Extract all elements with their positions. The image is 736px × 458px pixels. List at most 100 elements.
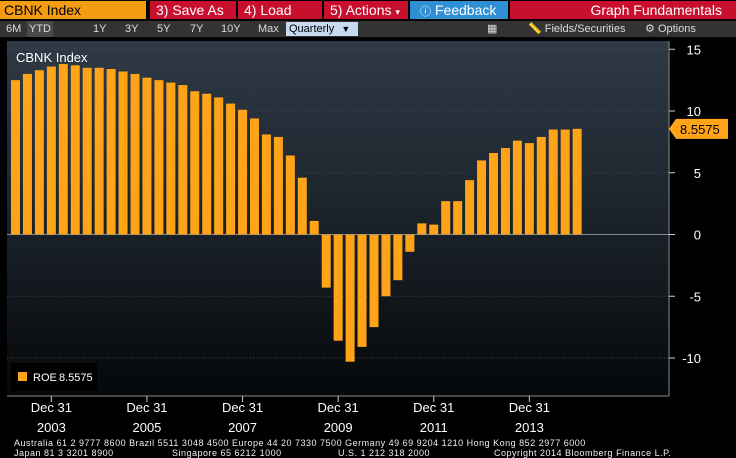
y-tick-label: 10 [687, 104, 701, 119]
bar [46, 66, 56, 235]
x-year-label: 2013 [515, 420, 544, 435]
chart[interactable]: CBNK Index 15 10 5 0 -5 -10 Dec 31 2003 Dec 31 2… [0, 38, 736, 458]
bar [214, 97, 224, 235]
chart-title: CBNK Index [16, 50, 88, 65]
bar [309, 220, 319, 235]
period-dropdown[interactable]: Quarterly ▼ [286, 22, 358, 36]
bars [11, 64, 582, 362]
ruler-icon: 📏 [528, 23, 542, 35]
range-7y[interactable]: 7Y [190, 23, 204, 35]
footer-us: U.S. 1 212 318 2000 [338, 448, 431, 458]
bar [572, 128, 582, 235]
x-tick-label: Dec 31 [31, 400, 72, 415]
bar [453, 201, 463, 235]
bar [405, 234, 415, 252]
bar [226, 103, 236, 235]
fields-securities-button[interactable]: 📏 Fields/Securities [528, 21, 625, 37]
range-1y[interactable]: 1Y [93, 23, 107, 35]
x-year-label: 2005 [132, 420, 161, 435]
bar [512, 140, 522, 235]
x-tick-label: Dec 31 [413, 400, 454, 415]
range-5y[interactable]: 5Y [157, 23, 171, 35]
last-value-marker: 8.5575 [669, 118, 728, 139]
bar [34, 70, 44, 235]
bar [548, 129, 558, 235]
bar [393, 234, 403, 281]
y-axis: 15 10 5 0 -5 -10 [668, 41, 701, 396]
legend: ROE 8.5575 [11, 363, 97, 391]
range-toolbar: 6M YTD 1Y 3Y 5Y 7Y 10Y Max Quarterly ▼ ▦… [0, 21, 736, 37]
period-label: Quarterly [289, 23, 335, 35]
bar [202, 93, 212, 235]
info-icon: ⓘ [420, 6, 431, 18]
bar [417, 223, 427, 235]
grid-icon[interactable]: ▦ [487, 23, 498, 35]
load-button[interactable]: 4) Load [238, 1, 322, 19]
last-value-label: 8.5575 [680, 122, 720, 137]
footer-japan: Japan 81 3 3201 8900 [14, 448, 114, 458]
bar [285, 155, 295, 235]
bar [178, 85, 188, 235]
bar [238, 109, 248, 235]
legend-value: 8.5575 [59, 372, 93, 384]
bar [345, 234, 355, 362]
x-tick-label: Dec 31 [509, 400, 550, 415]
x-year-label: 2011 [420, 420, 448, 435]
save-as-button[interactable]: 3) Save As [150, 1, 236, 19]
bar [154, 80, 164, 235]
legend-swatch [18, 372, 27, 381]
last-value-flag [669, 118, 728, 139]
y-tick-label: 5 [694, 166, 701, 181]
bar [477, 160, 487, 235]
bar [560, 129, 570, 235]
x-tick-label: Dec 31 [222, 400, 263, 415]
legend-label: ROE [33, 372, 57, 384]
bar [297, 177, 307, 235]
range-10y[interactable]: 10Y [221, 23, 241, 35]
bar [369, 234, 379, 328]
bar [82, 67, 92, 235]
gear-icon: ⚙ [645, 23, 655, 35]
x-year-label: 2009 [324, 420, 353, 435]
bar [429, 224, 439, 235]
options-label: Options [657, 23, 696, 35]
range-6m[interactable]: 6M [6, 23, 22, 35]
feedback-button[interactable]: ⓘ Feedback [410, 1, 508, 19]
x-tick-label: Dec 31 [126, 400, 167, 415]
options-button[interactable]: ⚙ Options [645, 21, 696, 37]
bar [190, 91, 200, 235]
x-tick-label: Dec 31 [318, 400, 359, 415]
actions-button[interactable]: 5) Actions ▾ [324, 1, 408, 19]
bar [11, 80, 20, 235]
top-bar: CBNK Index 3) Save As 4) Load 5) Actions… [0, 0, 736, 20]
security-title: CBNK Index [0, 1, 146, 19]
caret-down-icon: ▼ [341, 24, 351, 34]
bar [261, 134, 271, 235]
bar [536, 136, 546, 235]
range-max[interactable]: Max [258, 23, 279, 35]
bar [166, 82, 176, 235]
footer-singapore: Singapore 65 6212 1000 [172, 448, 282, 458]
y-tick-label: 15 [687, 42, 701, 57]
actions-label: 5) Actions [330, 2, 392, 18]
footer-line-1: Australia 61 2 9777 8600 Brazil 5511 304… [14, 438, 586, 448]
range-3y[interactable]: 3Y [125, 23, 139, 35]
graph-fundamentals-label: Graph Fundamentals [510, 1, 736, 19]
bar [321, 234, 331, 288]
bar [441, 201, 451, 235]
y-tick-label: 0 [694, 228, 701, 243]
bar [118, 71, 128, 235]
range-ytd[interactable]: YTD [27, 21, 53, 37]
bar [524, 143, 534, 235]
bar [357, 234, 367, 347]
bar [22, 73, 32, 235]
bar [130, 73, 140, 235]
bar [106, 69, 116, 235]
bar [250, 118, 259, 235]
bar [500, 148, 510, 235]
bar [381, 234, 391, 297]
bar [58, 64, 68, 235]
x-axis: Dec 31 2003 Dec 31 2005 Dec 31 2007 Dec 31 2009… [7, 395, 669, 435]
y-tick-label: -5 [689, 289, 701, 304]
x-year-label: 2007 [228, 420, 257, 435]
